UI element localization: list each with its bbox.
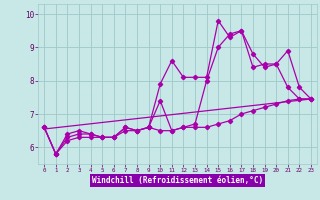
X-axis label: Windchill (Refroidissement éolien,°C): Windchill (Refroidissement éolien,°C) bbox=[92, 176, 263, 185]
